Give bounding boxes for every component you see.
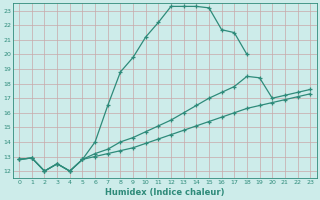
X-axis label: Humidex (Indice chaleur): Humidex (Indice chaleur): [105, 188, 224, 197]
